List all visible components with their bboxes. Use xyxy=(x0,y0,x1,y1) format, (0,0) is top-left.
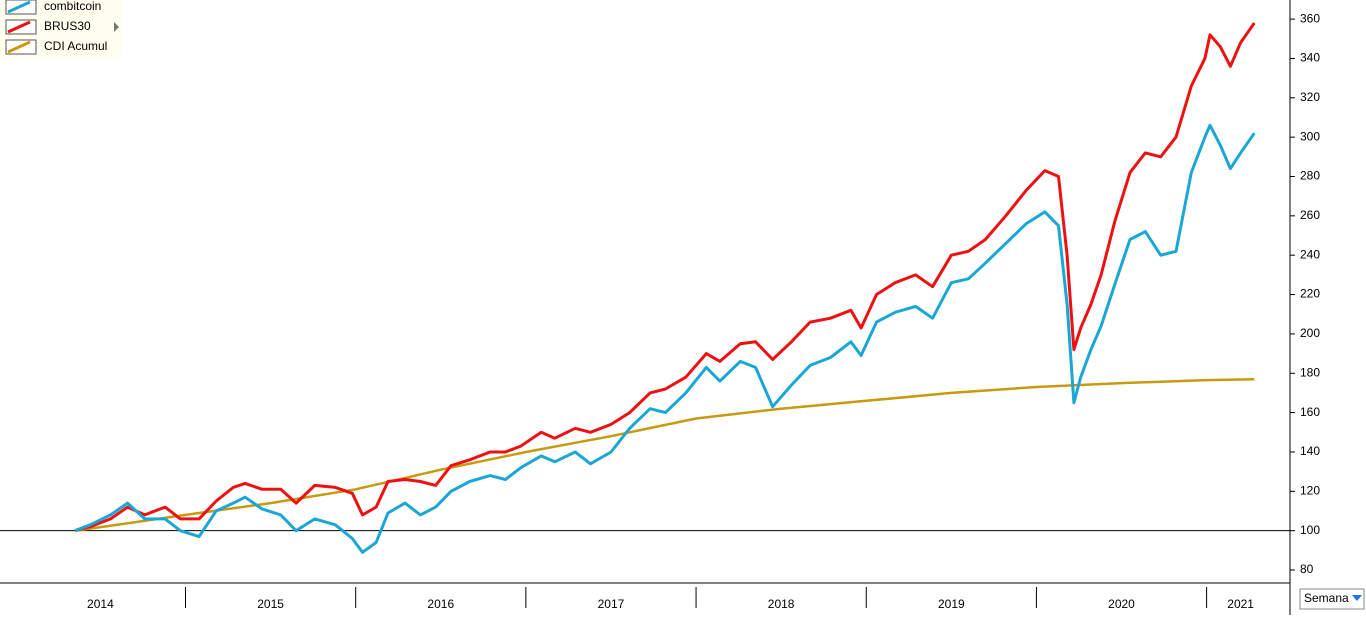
period-label[interactable]: Semana xyxy=(1304,591,1349,605)
y-tick-label: 240 xyxy=(1300,247,1320,261)
legend-arrow xyxy=(114,22,119,32)
x-tick-label: 2014 xyxy=(87,597,114,611)
period-selector[interactable]: Semana xyxy=(1299,588,1365,610)
x-tick-label: 2020 xyxy=(1108,597,1135,611)
legend-swatch xyxy=(7,40,31,54)
y-tick-label: 360 xyxy=(1300,11,1320,25)
y-tick-label: 140 xyxy=(1300,444,1320,458)
x-tick-label: 2019 xyxy=(938,597,965,611)
y-tick-label: 280 xyxy=(1300,169,1320,183)
y-tick-label: 100 xyxy=(1300,523,1320,537)
x-tick-label: 2015 xyxy=(257,597,284,611)
x-tick-label: 2016 xyxy=(427,597,454,611)
legend-label: CDI Acumul xyxy=(44,39,107,53)
y-tick-label: 200 xyxy=(1300,326,1320,340)
legend-label: combitcoin xyxy=(44,0,101,13)
legend-swatch xyxy=(7,20,31,34)
period-box[interactable] xyxy=(1299,588,1365,610)
y-tick-label: 180 xyxy=(1300,365,1320,379)
y-tick-label: 80 xyxy=(1300,562,1314,576)
x-tick-label: 2021 xyxy=(1227,597,1254,611)
legend-label: BRUS30 xyxy=(44,19,91,33)
legend-swatch xyxy=(7,0,31,14)
y-tick-label: 160 xyxy=(1300,405,1320,419)
y-tick-label: 220 xyxy=(1300,287,1320,301)
x-tick-label: 2017 xyxy=(598,597,625,611)
y-tick-label: 260 xyxy=(1300,208,1320,222)
x-tick-label: 2018 xyxy=(768,597,795,611)
legend: combitcoin BRUS30 CDI Acumul xyxy=(0,0,122,58)
series-line xyxy=(74,22,1256,533)
y-tick-label: 120 xyxy=(1300,483,1320,497)
y-tick-label: 340 xyxy=(1300,51,1320,65)
series-line xyxy=(74,123,1256,554)
y-tick-label: 320 xyxy=(1300,90,1320,104)
y-tick-label: 300 xyxy=(1300,129,1320,143)
dropdown-arrow[interactable] xyxy=(1352,595,1362,601)
